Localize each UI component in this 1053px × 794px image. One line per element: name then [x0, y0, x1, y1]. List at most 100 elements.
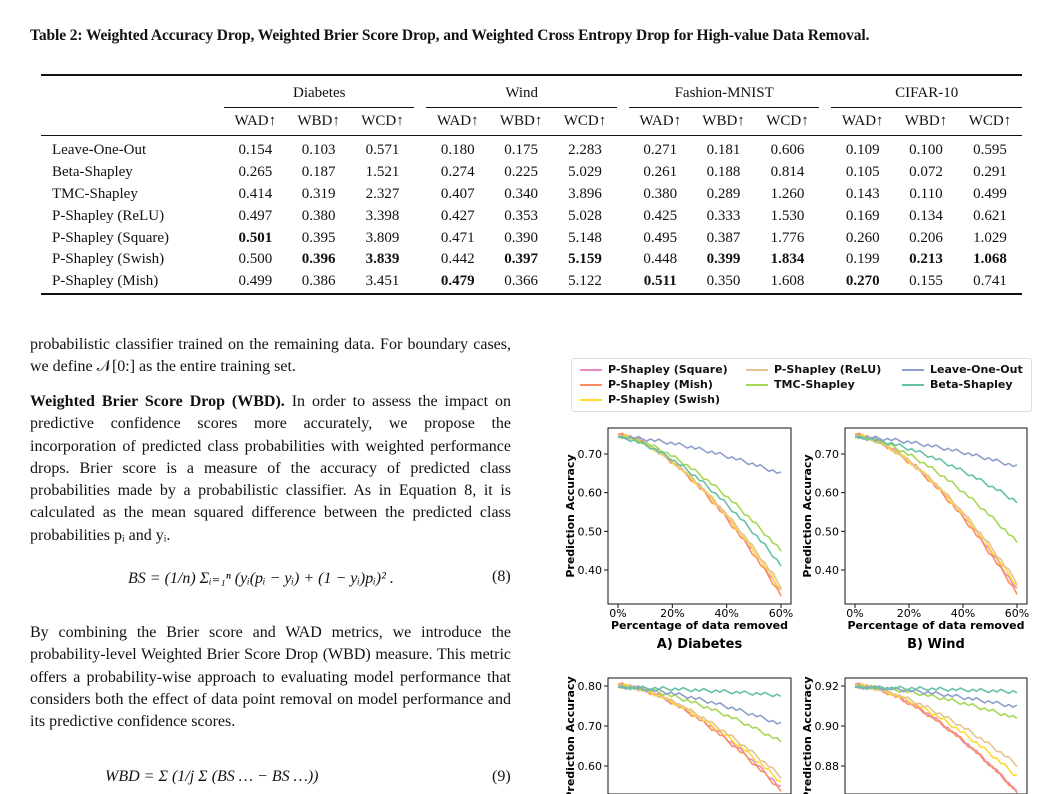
- value-cell: 1.260: [770, 185, 805, 202]
- y-tick-label: 0.60: [815, 487, 840, 500]
- table-caption: Table 2: Weighted Accuracy Drop, Weighte…: [30, 27, 870, 44]
- series-line: [854, 432, 1018, 595]
- value-cell: 3.451: [365, 273, 400, 290]
- series-line: [854, 684, 1018, 709]
- x-axis-label: Percentage of data removed: [848, 619, 1025, 632]
- value-cell: 0.399: [706, 251, 741, 268]
- equation-9: WBD = Σ (1/j Σ (BS … − BS …)): [105, 768, 319, 785]
- series-line: [617, 433, 782, 590]
- value-cell: 0.395: [301, 229, 336, 246]
- x-tick-label: 60%: [1005, 607, 1029, 620]
- paragraph-1: probabilistic classifier trained on the …: [30, 334, 511, 379]
- value-cell: 0.511: [643, 273, 677, 290]
- paragraph-3-text: By combining the Brier score and WAD met…: [30, 624, 511, 731]
- value-cell: 0.225: [504, 164, 538, 181]
- value-cell: 0.380: [643, 185, 678, 202]
- table-row: TMC-Shapley 0.414 0.319 2.327 0.407 0.340 3.89…: [41, 184, 1022, 206]
- value-cell: 0.448: [643, 251, 678, 268]
- series-line: [854, 433, 1018, 589]
- value-cell: 0.110: [909, 185, 943, 202]
- value-cell: 0.143: [845, 185, 880, 202]
- series-line: [854, 682, 1018, 794]
- y-tick-label: 0.88: [815, 760, 840, 773]
- value-cell: 0.499: [238, 273, 273, 290]
- legend-swatch: [580, 369, 602, 371]
- method-cell: P-Shapley (Swish): [52, 251, 165, 268]
- legend-swatch: [580, 399, 602, 401]
- value-cell: 0.199: [845, 251, 880, 268]
- value-cell: 5.029: [568, 164, 602, 181]
- y-tick-label: 0.90: [815, 720, 840, 733]
- table-row: P-Shapley (ReLU) 0.497 0.380 3.398 0.427 0.35…: [41, 205, 1022, 227]
- metric-header: WBD↑: [489, 107, 554, 136]
- series-line: [854, 435, 1018, 504]
- y-tick-label: 0.40: [578, 564, 603, 577]
- value-cell: 0.407: [440, 185, 475, 202]
- value-cell: 2.327: [365, 185, 400, 202]
- value-cell: 0.105: [845, 164, 880, 181]
- method-cell: P-Shapley (Square): [52, 229, 170, 246]
- value-cell: 0.495: [643, 229, 678, 246]
- metric-header: WAD↑: [831, 107, 895, 136]
- y-tick-label: 0.50: [578, 525, 603, 538]
- value-cell: 0.206: [909, 229, 943, 246]
- legend-swatch: [746, 384, 768, 386]
- value-cell: 0.606: [770, 142, 805, 159]
- x-axis-label: Percentage of data removed: [611, 619, 788, 632]
- value-cell: 2.283: [568, 142, 602, 159]
- value-cell: 0.390: [504, 229, 538, 246]
- value-cell: 0.366: [504, 273, 538, 290]
- y-axis-label: Prediction Accuracy: [801, 454, 814, 577]
- series-line: [854, 435, 1018, 543]
- x-tick-label: 40%: [714, 607, 738, 620]
- value-cell: 0.595: [973, 142, 1007, 159]
- value-cell: 3.896: [568, 185, 602, 202]
- value-cell: 0.181: [706, 142, 741, 159]
- value-cell: 0.169: [845, 207, 880, 224]
- value-cell: 0.471: [440, 229, 475, 246]
- value-cell: 0.501: [238, 229, 273, 246]
- series-line: [617, 685, 782, 725]
- y-tick-label: 0.80: [578, 680, 603, 693]
- equation-8: BS = (1/n) Σᵢ₌₁ⁿ (yᵢ(pᵢ − yᵢ) + (1 − yᵢ)…: [128, 570, 394, 587]
- value-cell: 0.499: [973, 185, 1007, 202]
- series-line: [617, 684, 782, 779]
- series-line: [617, 683, 782, 788]
- value-cell: 1.029: [973, 229, 1007, 246]
- series-line: [854, 684, 1018, 695]
- legend-swatch: [902, 369, 924, 371]
- legend-entry: P-Shapley (Swish): [580, 393, 720, 407]
- plot-frame: [607, 427, 792, 605]
- legend-entry: P-Shapley (ReLU): [746, 363, 881, 377]
- value-cell: 0.213: [909, 251, 943, 268]
- series-line: [617, 435, 782, 552]
- method-cell: TMC-Shapley: [52, 185, 138, 202]
- value-cell: 0.386: [301, 273, 336, 290]
- value-cell: 0.260: [845, 229, 880, 246]
- metric-header: WBD↑: [691, 107, 756, 136]
- y-tick-label: 0.60: [578, 487, 603, 500]
- value-cell: 1.530: [770, 207, 805, 224]
- method-cell: Beta-Shapley: [52, 164, 133, 181]
- metric-header: WAD↑: [628, 107, 692, 136]
- metric-header: WCD↑: [350, 107, 415, 136]
- y-tick-label: 0.50: [815, 525, 840, 538]
- series-line: [854, 684, 1018, 768]
- value-cell: 0.353: [504, 207, 538, 224]
- plot-frame: [844, 427, 1028, 605]
- value-cell: 5.148: [568, 229, 602, 246]
- value-cell: 0.134: [909, 207, 943, 224]
- legend-entry: P-Shapley (Square): [580, 363, 728, 377]
- value-cell: 0.270: [845, 273, 880, 290]
- x-tick-label: 20%: [660, 607, 684, 620]
- value-cell: 3.809: [365, 229, 400, 246]
- value-cell: 1.521: [365, 164, 400, 181]
- plot-frame: [844, 677, 1028, 794]
- x-tick-label: 0%: [609, 607, 626, 620]
- value-cell: 0.291: [973, 164, 1007, 181]
- value-cell: 0.289: [706, 185, 741, 202]
- method-cell: Leave-One-Out: [52, 142, 147, 159]
- y-tick-label: 0.92: [815, 680, 840, 693]
- value-cell: 0.387: [706, 229, 741, 246]
